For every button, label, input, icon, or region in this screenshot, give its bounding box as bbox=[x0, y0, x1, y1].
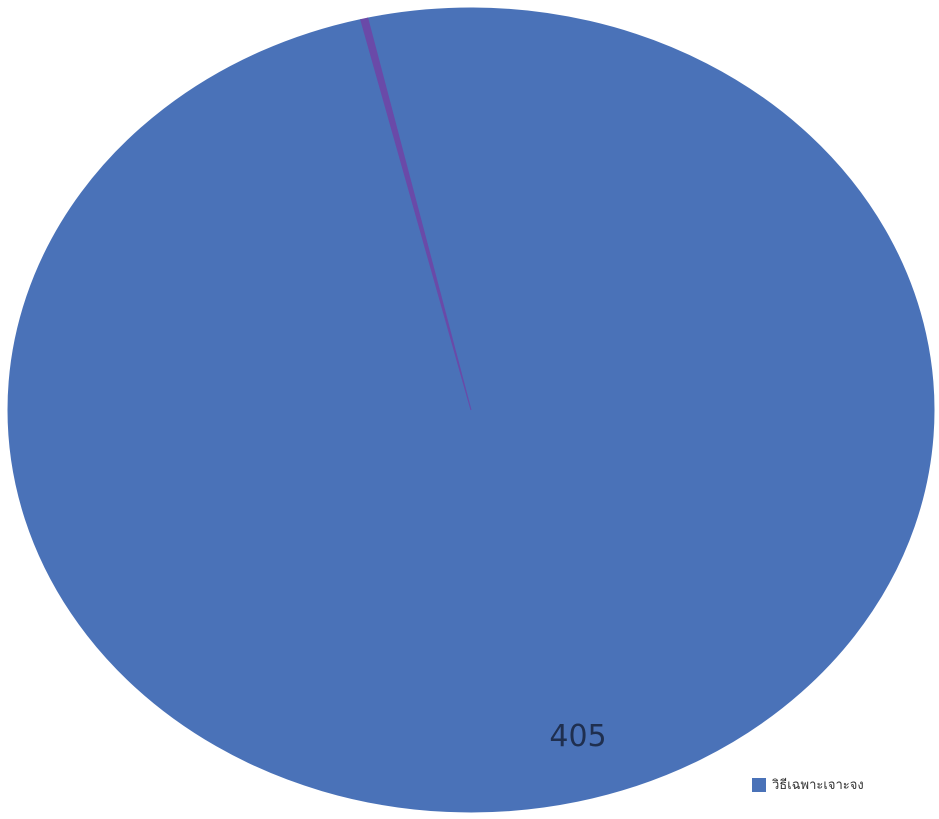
pie-slice-1 bbox=[360, 17, 472, 411]
slice-value-label: 405 bbox=[549, 719, 606, 754]
pie-slices bbox=[7, 7, 935, 813]
legend-swatch bbox=[752, 777, 766, 792]
legend-label: วิธีเฉพาะเจาะจง bbox=[772, 778, 864, 793]
legend: วิธีเฉพาะเจาะจง bbox=[752, 774, 864, 795]
